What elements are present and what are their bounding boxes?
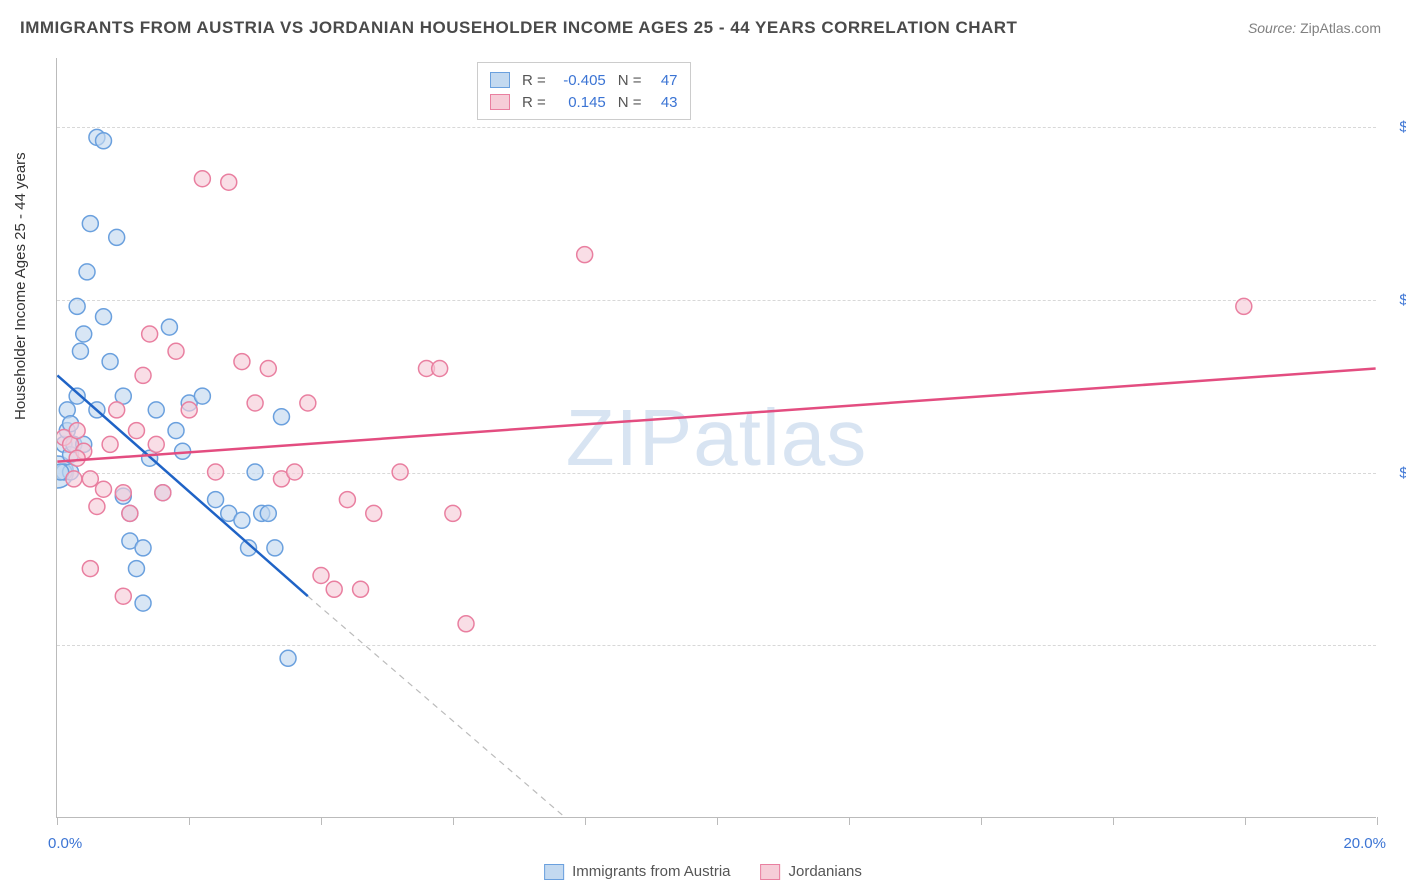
x-tick xyxy=(1245,817,1246,825)
x-tick xyxy=(321,817,322,825)
x-tick xyxy=(585,817,586,825)
n-value-2: 43 xyxy=(650,94,678,111)
x-tick xyxy=(981,817,982,825)
x-axis-max-label: 20.0% xyxy=(1343,835,1386,852)
x-tick xyxy=(1377,817,1378,825)
legend-item-2: Jordanians xyxy=(760,863,861,880)
n-label: N = xyxy=(618,72,642,89)
scatter-plot-svg xyxy=(57,58,1376,817)
y-tick-label: $200,000 xyxy=(1382,119,1406,136)
r-label: R = xyxy=(522,94,546,111)
legend-swatch-1 xyxy=(490,72,510,88)
series-legend: Immigrants from Austria Jordanians xyxy=(544,863,862,880)
x-tick xyxy=(57,817,58,825)
legend-swatch-icon xyxy=(544,864,564,880)
r-label: R = xyxy=(522,72,546,89)
source-name: ZipAtlas.com xyxy=(1300,20,1381,36)
x-tick xyxy=(453,817,454,825)
r-value-1: -0.405 xyxy=(554,72,606,89)
y-tick-label: $50,000 xyxy=(1382,637,1406,654)
n-label: N = xyxy=(618,94,642,111)
y-tick-label: $150,000 xyxy=(1382,291,1406,308)
legend-swatch-2 xyxy=(490,94,510,110)
legend-row-series1: R = -0.405 N = 47 xyxy=(490,69,678,91)
n-value-1: 47 xyxy=(650,72,678,89)
chart-plot-area: ZIPatlas R = -0.405 N = 47 R = 0.145 N =… xyxy=(56,58,1376,818)
x-tick xyxy=(1113,817,1114,825)
source-attribution: Source: ZipAtlas.com xyxy=(1248,20,1381,36)
y-axis-title: Householder Income Ages 25 - 44 years xyxy=(12,152,29,420)
legend-row-series2: R = 0.145 N = 43 xyxy=(490,91,678,113)
x-tick xyxy=(189,817,190,825)
legend-item-1: Immigrants from Austria xyxy=(544,863,730,880)
legend-swatch-icon xyxy=(760,864,780,880)
x-axis-min-label: 0.0% xyxy=(48,835,82,852)
legend-label-1: Immigrants from Austria xyxy=(572,863,730,880)
source-label: Source: xyxy=(1248,20,1296,36)
y-tick-label: $100,000 xyxy=(1382,464,1406,481)
r-value-2: 0.145 xyxy=(554,94,606,111)
x-tick xyxy=(717,817,718,825)
correlation-legend: R = -0.405 N = 47 R = 0.145 N = 43 xyxy=(477,62,691,120)
chart-title: IMMIGRANTS FROM AUSTRIA VS JORDANIAN HOU… xyxy=(20,18,1017,38)
x-tick xyxy=(849,817,850,825)
legend-label-2: Jordanians xyxy=(788,863,861,880)
